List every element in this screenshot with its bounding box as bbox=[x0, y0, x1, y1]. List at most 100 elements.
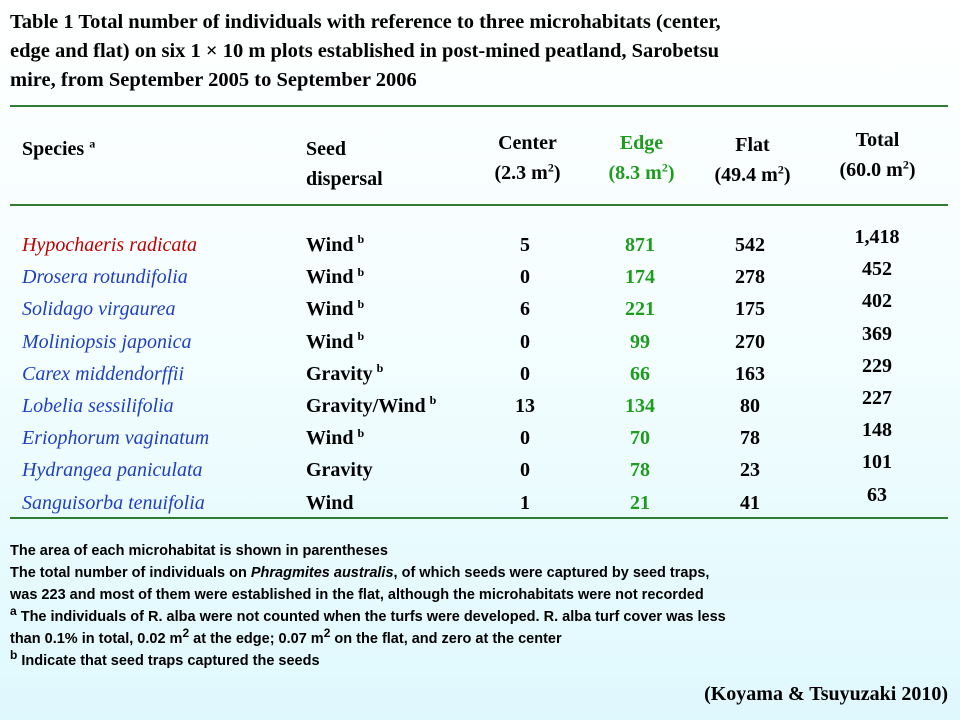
dispersal-footnote-marker: b bbox=[376, 361, 384, 376]
total-count: 101 bbox=[862, 451, 892, 474]
header-species-label: Species bbox=[22, 138, 85, 160]
species-name: Hypochaeris radicata bbox=[22, 234, 197, 256]
species-name: Hydrangea paniculata bbox=[22, 459, 203, 482]
header-center: Center (2.3 m2) bbox=[470, 128, 585, 188]
flat-count: 542 bbox=[735, 234, 765, 256]
total-count: 402 bbox=[862, 290, 892, 313]
dispersal-footnote-marker: b bbox=[357, 328, 365, 343]
edge-count: 70 bbox=[630, 427, 650, 450]
table-row: Carex middendorffii Gravity b 0 66 163 229 bbox=[0, 355, 960, 390]
seed-dispersal: Gravity bbox=[306, 459, 373, 482]
species-name: Carex middendorffii bbox=[22, 362, 185, 385]
header-total-line1: Total bbox=[855, 129, 900, 151]
header-seed-dispersal: Seed dispersal bbox=[306, 134, 383, 194]
center-count: 1 bbox=[520, 491, 530, 514]
seed-dispersal: Wind b bbox=[306, 264, 365, 289]
header-center-line1: Center bbox=[498, 132, 557, 154]
total-count: 227 bbox=[862, 387, 892, 409]
flat-count: 41 bbox=[740, 491, 760, 514]
center-count: 0 bbox=[520, 266, 530, 289]
edge-count: 78 bbox=[630, 459, 650, 482]
caption-line-3: mire, from September 2005 to September 2… bbox=[10, 69, 417, 91]
center-count: 13 bbox=[515, 395, 535, 417]
table-row: Solidago virgaurea Wind b 6 221 175 402 bbox=[0, 290, 960, 325]
dispersal-footnote-marker: b bbox=[357, 425, 365, 440]
seed-dispersal: Wind b bbox=[306, 328, 365, 353]
header-seed-line2: dispersal bbox=[306, 168, 383, 190]
table-caption: Table 1 Total number of individuals with… bbox=[10, 8, 950, 95]
edge-count: 221 bbox=[625, 298, 655, 321]
header-flat-line1: Flat bbox=[735, 134, 770, 156]
total-count: 63 bbox=[867, 483, 887, 506]
flat-count: 278 bbox=[735, 266, 765, 289]
note-area: The area of each microhabitat is shown i… bbox=[10, 543, 388, 559]
edge-count: 134 bbox=[625, 395, 655, 417]
header-edge-line2: (8.3 m2) bbox=[608, 160, 675, 184]
edge-count: 99 bbox=[630, 330, 650, 353]
center-count: 0 bbox=[520, 362, 530, 385]
note-b: b Indicate that seed traps captured the … bbox=[10, 648, 320, 669]
header-total-line2: (60.0 m2) bbox=[839, 157, 916, 181]
header-center-line2: (2.3 m2) bbox=[494, 160, 561, 184]
note-phragmites-cont: was 223 and most of them were establishe… bbox=[10, 587, 704, 603]
header-total: Total (60.0 m2) bbox=[815, 125, 940, 185]
flat-count: 163 bbox=[735, 362, 765, 385]
edge-count: 174 bbox=[625, 266, 655, 289]
center-count: 0 bbox=[520, 459, 530, 482]
species-name: Lobelia sessilifolia bbox=[22, 395, 174, 417]
flat-count: 270 bbox=[735, 330, 765, 353]
table-row: Eriophorum vaginatum Wind b 0 70 78 148 bbox=[0, 419, 960, 454]
center-count: 0 bbox=[520, 427, 530, 450]
header-flat-line2: (49.4 m2) bbox=[714, 162, 791, 186]
species-name: Eriophorum vaginatum bbox=[22, 427, 210, 450]
bottom-rule bbox=[10, 517, 948, 519]
header-edge-line1: Edge bbox=[619, 132, 664, 154]
center-count: 0 bbox=[520, 330, 530, 353]
seed-dispersal: Wind bbox=[306, 491, 354, 514]
note-a: a The individuals of R. alba were not co… bbox=[10, 604, 726, 625]
species-name: Sanguisorba tenuifolia bbox=[22, 491, 205, 514]
table-notes: The area of each microhabitat is shown i… bbox=[10, 540, 950, 672]
total-count: 229 bbox=[862, 354, 892, 377]
header-seed-line1: Seed bbox=[306, 138, 346, 160]
note-a-cont: than 0.1% in total, 0.02 m2 at the edge;… bbox=[10, 626, 562, 647]
flat-count: 23 bbox=[740, 459, 760, 482]
table-row: Drosera rotundifolia Wind b 0 174 278 452 bbox=[0, 258, 960, 293]
flat-count: 80 bbox=[740, 395, 760, 417]
header-species-sup: a bbox=[89, 136, 96, 151]
header-edge: Edge (8.3 m2) bbox=[584, 128, 699, 188]
caption-line-1: Table 1 Total number of individuals with… bbox=[10, 11, 721, 33]
total-count: 148 bbox=[862, 419, 892, 442]
dispersal-footnote-marker: b bbox=[357, 264, 365, 279]
total-count: 452 bbox=[862, 258, 892, 281]
seed-dispersal: Wind b bbox=[306, 425, 365, 450]
edge-count: 66 bbox=[630, 362, 650, 385]
flat-count: 175 bbox=[735, 298, 765, 321]
species-name: Drosera rotundifolia bbox=[22, 266, 188, 289]
table-row: Lobelia sessilifolia Gravity/Wind b 13 134 80… bbox=[0, 387, 960, 422]
table-row: Hypochaeris radicata Wind b 5 871 542 1,418 bbox=[0, 226, 960, 261]
total-count: 1,418 bbox=[854, 226, 900, 248]
center-count: 6 bbox=[520, 298, 530, 321]
seed-dispersal: Gravity b bbox=[306, 361, 384, 385]
table-row: Sanguisorba tenuifolia Wind 1 21 41 63 bbox=[0, 484, 960, 519]
table-row: Hydrangea paniculata Gravity 0 78 23 101 bbox=[0, 451, 960, 486]
species-name: Moliniopsis japonica bbox=[22, 330, 192, 353]
table-row: Moliniopsis japonica Wind b 0 99 270 369 bbox=[0, 323, 960, 358]
note-phragmites: The total number of individuals on Phrag… bbox=[10, 565, 710, 581]
header-rule bbox=[10, 204, 948, 206]
dispersal-footnote-marker: b bbox=[357, 232, 365, 247]
header-species: Species a bbox=[22, 134, 95, 164]
header-flat: Flat (49.4 m2) bbox=[690, 130, 815, 190]
dispersal-footnote-marker: b bbox=[357, 296, 365, 311]
center-count: 5 bbox=[520, 234, 530, 256]
top-rule bbox=[10, 105, 948, 107]
dispersal-footnote-marker: b bbox=[429, 393, 437, 408]
seed-dispersal: Wind b bbox=[306, 296, 365, 321]
citation: (Koyama & Tsuyuzaki 2010) bbox=[704, 683, 948, 705]
seed-dispersal: Gravity/Wind b bbox=[306, 393, 437, 417]
total-count: 369 bbox=[862, 322, 892, 345]
edge-count: 871 bbox=[625, 234, 655, 256]
seed-dispersal: Wind b bbox=[306, 232, 365, 256]
caption-line-2: edge and flat) on six 1 × 10 m plots est… bbox=[10, 40, 719, 62]
